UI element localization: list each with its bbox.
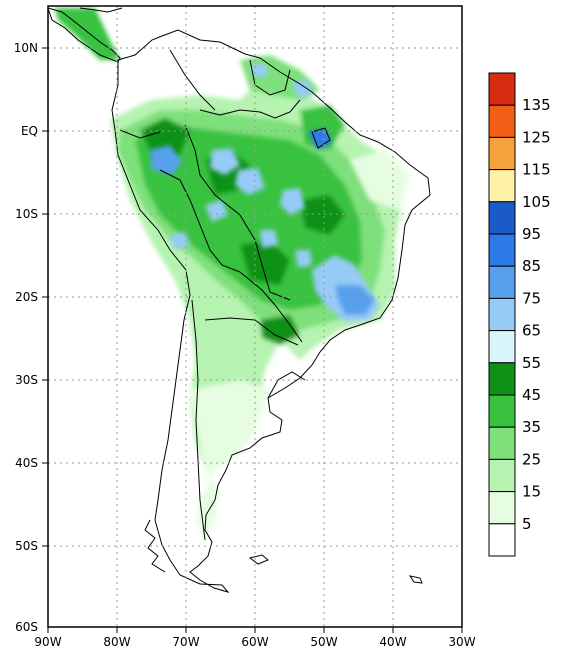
central-america-outline xyxy=(48,7,121,63)
legend-swatch xyxy=(488,458,516,493)
longitude-labels: 90W 80W 70W 60W 50W 40W 30W xyxy=(34,635,475,649)
legend-swatch xyxy=(488,362,516,396)
legend-label: 35 xyxy=(522,418,541,436)
shade-blue-1 xyxy=(150,145,182,175)
shade-ne-pale xyxy=(350,150,410,210)
lon-label: 80W xyxy=(103,635,130,649)
lat-label: 60S xyxy=(15,620,38,634)
border-brazil-north xyxy=(199,99,301,119)
legend-swatch xyxy=(488,330,516,364)
border-ecuador xyxy=(119,129,161,139)
legend-label: 115 xyxy=(522,161,551,179)
legend-label: 15 xyxy=(522,483,541,501)
legend-swatch xyxy=(488,104,516,138)
legend-swatch xyxy=(488,426,516,460)
shade-blue-6 xyxy=(170,232,190,250)
lat-label: 40S xyxy=(15,456,38,470)
lat-label: 10S xyxy=(15,207,38,221)
lat-label: EQ xyxy=(21,124,38,138)
legend-label: 125 xyxy=(522,128,551,146)
lat-label: 20S xyxy=(15,290,38,304)
legend-swatch xyxy=(488,72,516,106)
map-area xyxy=(48,6,462,627)
graticule xyxy=(48,6,462,627)
legend-label: 75 xyxy=(522,289,541,307)
lon-label: 30W xyxy=(448,635,475,649)
shade-blue-4 xyxy=(280,188,305,215)
lon-label: 50W xyxy=(310,635,337,649)
lon-label: 40W xyxy=(379,635,406,649)
legend-swatch xyxy=(488,394,516,428)
shade-dark-green-4 xyxy=(300,195,345,235)
island-south-georgia xyxy=(408,575,423,584)
shade-blue-se-core xyxy=(335,285,375,315)
border-guianas xyxy=(249,59,291,96)
legend-swatch xyxy=(488,297,516,332)
border-brazil-west xyxy=(184,124,291,301)
legend-swatch xyxy=(488,265,516,299)
legend-swatch xyxy=(488,136,516,171)
shade-blue-3 xyxy=(235,168,265,195)
coastlines xyxy=(48,7,431,593)
legend-swatch xyxy=(488,201,516,235)
border-uruguay xyxy=(267,371,306,399)
lon-label: 60W xyxy=(241,635,268,649)
latitude-labels: 10N EQ 10S 20S 30S 40S 50S 60S xyxy=(14,41,38,634)
shade-dark-green-3 xyxy=(240,240,290,285)
border-argentina-chile xyxy=(191,299,206,541)
heavy-rain-patches xyxy=(150,63,380,322)
legend-label: 105 xyxy=(522,193,551,211)
chile-fjords xyxy=(144,519,166,573)
legend-label: 135 xyxy=(522,96,551,114)
lat-label: 10N xyxy=(14,41,38,55)
lon-label: 90W xyxy=(34,635,61,649)
caribbean-coast xyxy=(79,7,123,13)
continent-outline xyxy=(111,29,431,593)
legend-label: 85 xyxy=(522,257,541,275)
lat-label: 30S xyxy=(15,373,38,387)
legend-swatch xyxy=(488,169,516,203)
island-falklands xyxy=(248,554,269,565)
legend-label: 25 xyxy=(522,450,541,468)
legend-label: 45 xyxy=(522,386,541,404)
border-colombia-venezuela xyxy=(169,49,216,111)
island-marajo xyxy=(311,127,331,149)
legend-swatch xyxy=(488,523,516,557)
lat-label: 50S xyxy=(15,539,38,553)
legend-label: 5 xyxy=(522,515,532,533)
shade-central-america xyxy=(55,8,120,60)
legend-label: 95 xyxy=(522,225,541,243)
lon-label: 70W xyxy=(172,635,199,649)
shade-amazon-mouth xyxy=(300,105,345,150)
shade-blue-amazon-mouth xyxy=(308,128,332,150)
shade-blue-5 xyxy=(205,200,228,222)
shade-blue-8 xyxy=(295,250,312,268)
axis-ticks xyxy=(42,47,463,633)
shade-blue-2 xyxy=(210,148,240,175)
legend-label: 65 xyxy=(522,322,541,340)
border-peru-bolivia xyxy=(159,169,241,273)
shade-blue-7 xyxy=(260,230,278,248)
legend-label: 55 xyxy=(522,354,541,372)
legend-swatch xyxy=(488,491,516,525)
shade-blue-north-coast xyxy=(292,80,313,98)
legend-swatch xyxy=(488,233,516,267)
shade-dark-green-5 xyxy=(260,315,300,345)
color-legend: 135 125 115 105 95 85 75 65 55 45 35 25 15 5 xyxy=(488,72,551,557)
